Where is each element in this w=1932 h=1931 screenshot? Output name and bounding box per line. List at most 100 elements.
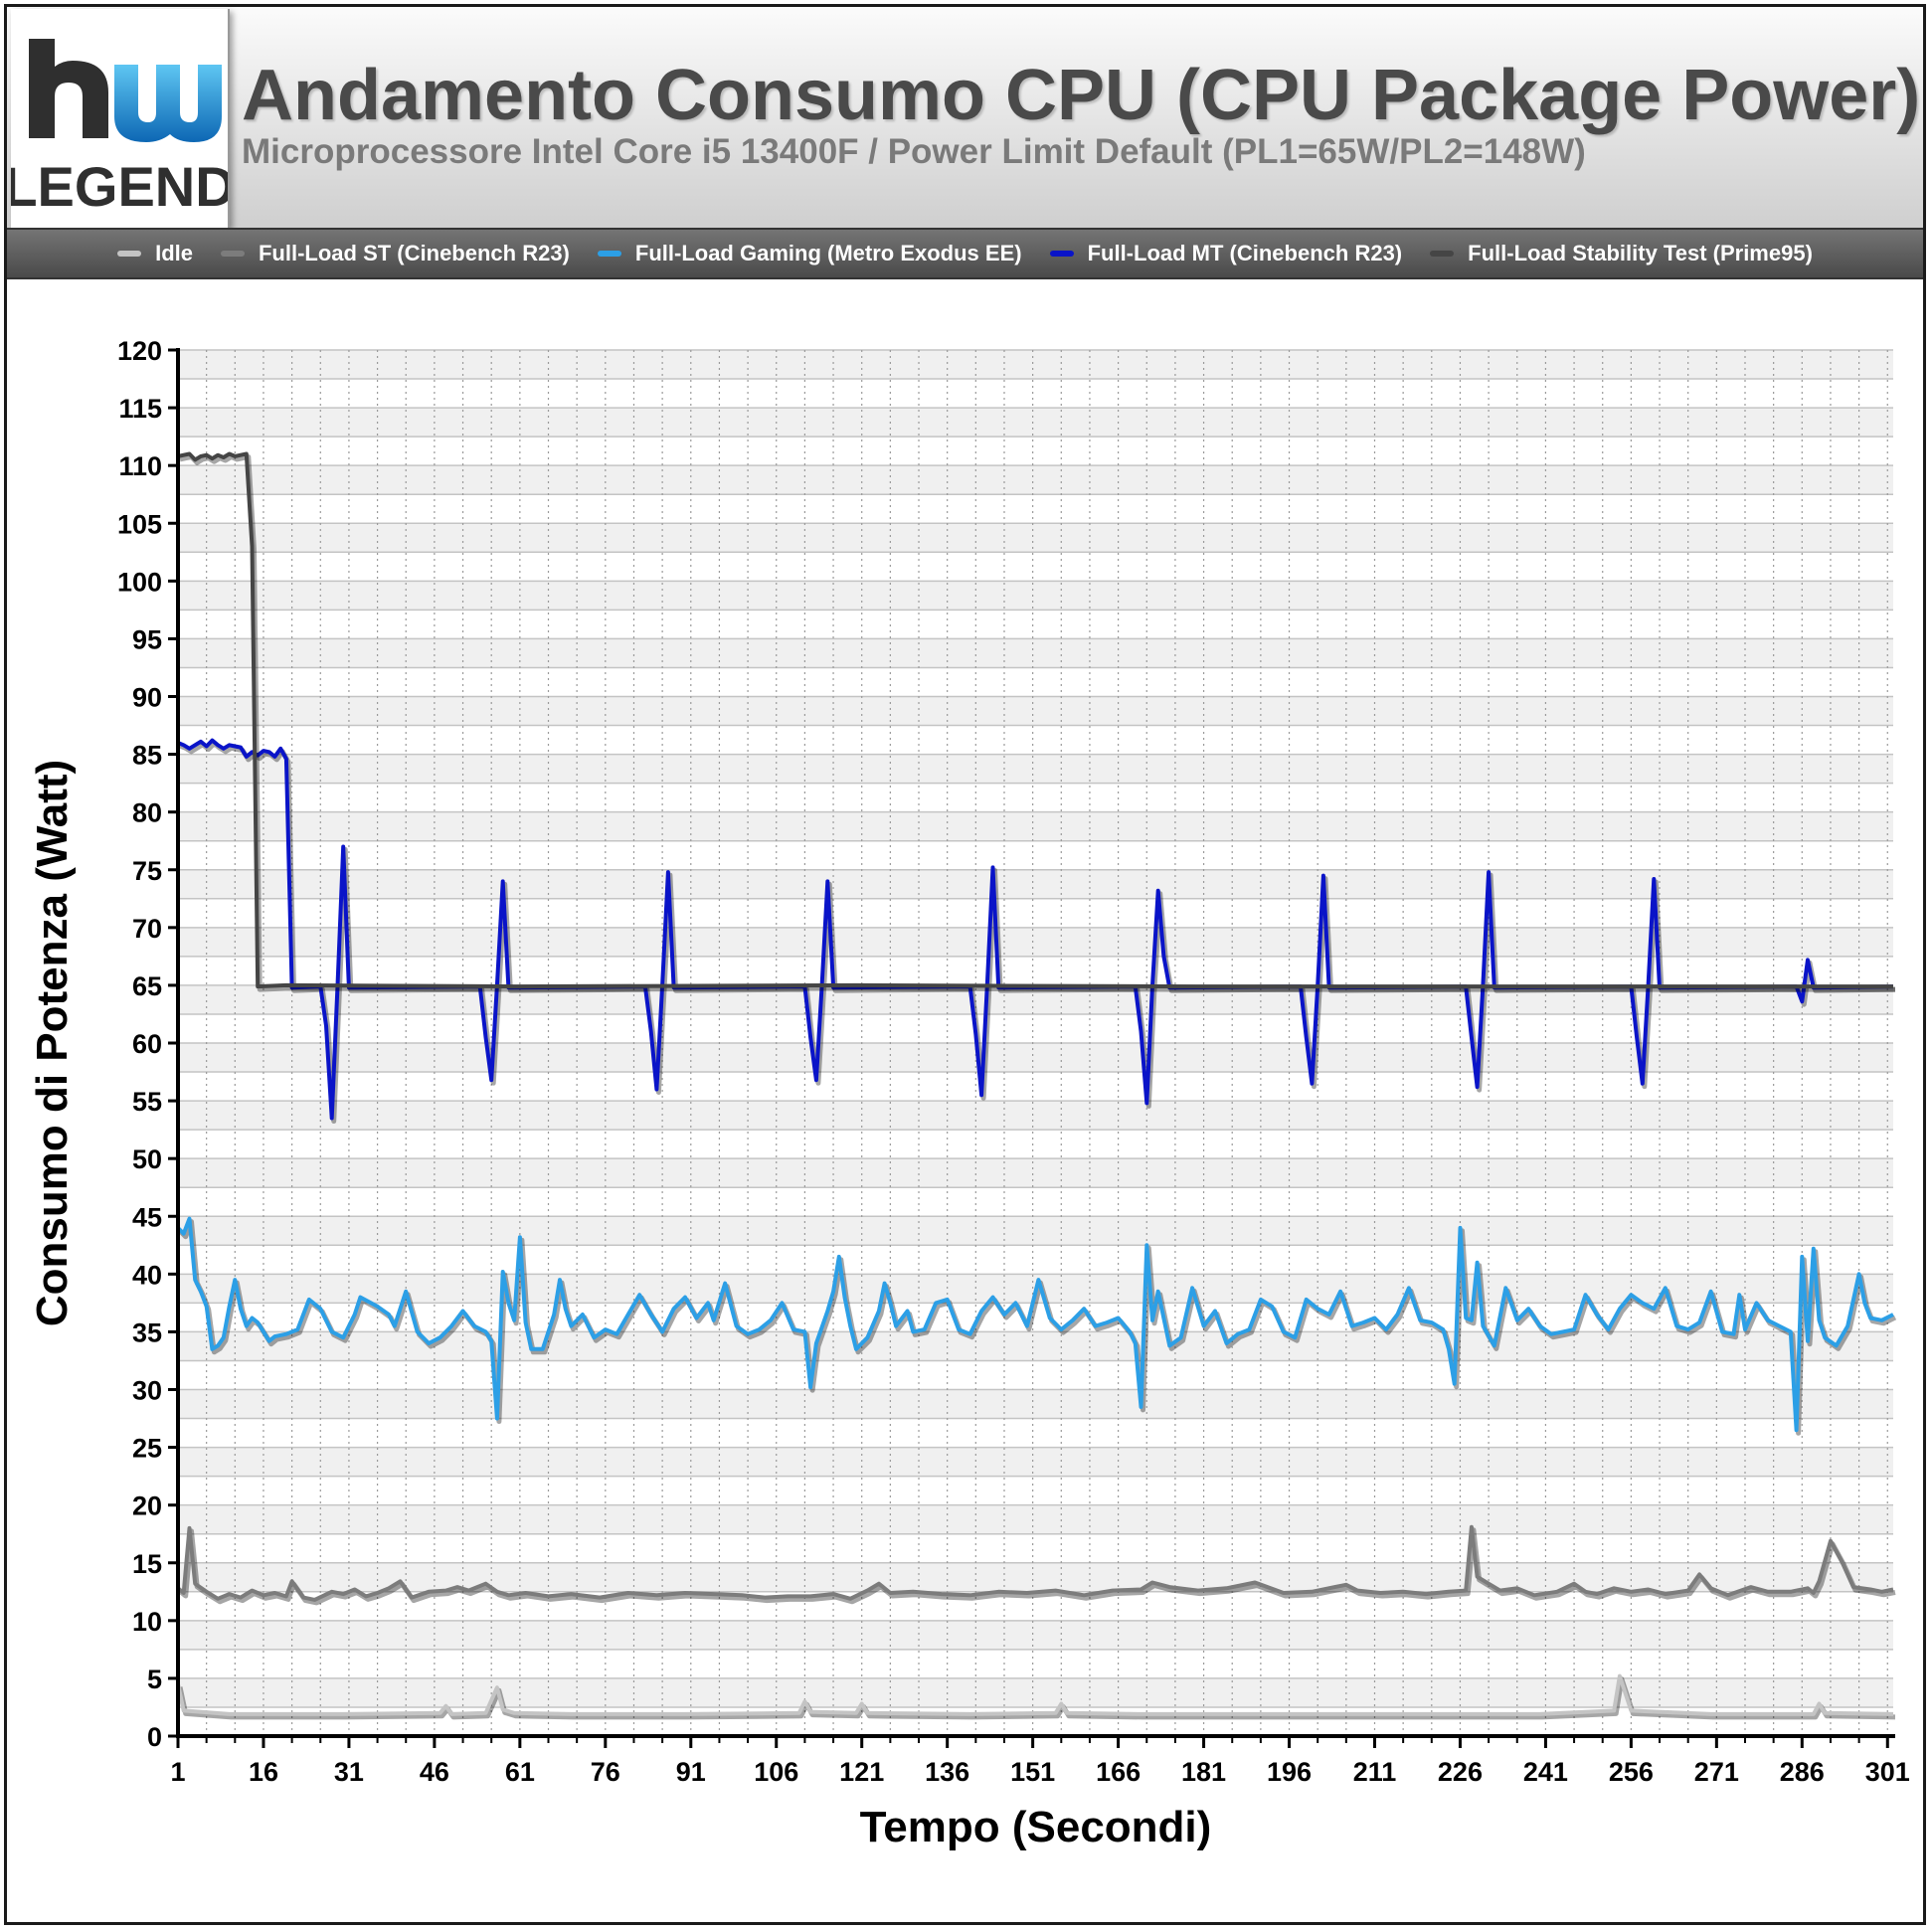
legend-swatch bbox=[1430, 251, 1455, 257]
y-tick-label: 5 bbox=[147, 1665, 162, 1694]
legend-item-1: Idle bbox=[117, 241, 193, 266]
grid-band bbox=[178, 1158, 1893, 1188]
series-line-3 bbox=[176, 1216, 1894, 1433]
y-tick-label: 40 bbox=[132, 1260, 162, 1290]
grid-band bbox=[178, 1620, 1893, 1650]
logo: LEGEND bbox=[11, 9, 230, 228]
grid-band bbox=[178, 869, 1893, 899]
grid-band bbox=[178, 379, 1893, 409]
legend-swatch bbox=[220, 251, 245, 257]
legend-item-5: Full-Load Stability Test (Prime95) bbox=[1430, 241, 1813, 266]
grid-band bbox=[178, 465, 1893, 495]
series-line-1 bbox=[176, 1673, 1894, 1716]
grid-band bbox=[178, 754, 1893, 784]
legend-item-2: Full-Load ST (Cinebench R23) bbox=[220, 241, 570, 266]
series-shadow-5 bbox=[179, 454, 1895, 992]
x-tick-label: 301 bbox=[1865, 1757, 1910, 1787]
grid-band bbox=[178, 1447, 1893, 1477]
y-tick-label: 70 bbox=[132, 914, 162, 944]
x-tick-label: 196 bbox=[1267, 1757, 1312, 1787]
grid-band bbox=[178, 552, 1893, 582]
grid-band bbox=[178, 1677, 1893, 1707]
grid-band bbox=[178, 1504, 1893, 1534]
grid-band bbox=[178, 610, 1893, 639]
grid-band bbox=[178, 1245, 1893, 1275]
grid-band bbox=[178, 1476, 1893, 1505]
y-tick-label: 105 bbox=[117, 509, 162, 539]
legend-swatch bbox=[117, 251, 142, 257]
y-tick-label: 110 bbox=[118, 451, 162, 481]
x-tick-label: 1 bbox=[170, 1757, 185, 1787]
x-tick-label: 241 bbox=[1523, 1757, 1568, 1787]
y-tick-label: 90 bbox=[132, 683, 162, 713]
y-tick-label: 30 bbox=[132, 1376, 162, 1406]
grid-band bbox=[178, 956, 1893, 985]
grid-band bbox=[178, 1072, 1893, 1102]
grid-band bbox=[178, 667, 1893, 697]
series-line-2 bbox=[176, 1524, 1894, 1602]
x-tick-label: 271 bbox=[1694, 1757, 1739, 1787]
grid-band bbox=[178, 1101, 1893, 1131]
x-tick-label: 121 bbox=[839, 1757, 884, 1787]
x-tick-label: 166 bbox=[1096, 1757, 1141, 1787]
grid-band bbox=[178, 350, 1893, 380]
y-tick-label: 25 bbox=[132, 1434, 162, 1464]
x-tick-label: 61 bbox=[505, 1757, 535, 1787]
legend-item-3: Full-Load Gaming (Metro Exodus EE) bbox=[597, 241, 1022, 266]
grid-band bbox=[178, 494, 1893, 524]
x-tick-label: 76 bbox=[591, 1757, 620, 1787]
grid-band bbox=[178, 1389, 1893, 1419]
y-tick-label: 85 bbox=[132, 741, 162, 771]
legend-swatch bbox=[1049, 251, 1074, 257]
x-tick-label: 16 bbox=[249, 1757, 278, 1787]
x-tick-label: 91 bbox=[676, 1757, 706, 1787]
x-tick-label: 256 bbox=[1609, 1757, 1654, 1787]
grid-band bbox=[178, 408, 1893, 438]
y-tick-label: 15 bbox=[132, 1549, 162, 1579]
x-tick-label: 181 bbox=[1181, 1757, 1226, 1787]
chart-subtitle: Microprocessore Intel Core i5 13400F / P… bbox=[242, 132, 1586, 171]
x-tick-label: 226 bbox=[1438, 1757, 1483, 1787]
grid-band bbox=[178, 811, 1893, 841]
x-tick-label: 106 bbox=[754, 1757, 798, 1787]
grid-band bbox=[178, 898, 1893, 928]
y-tick-label: 20 bbox=[132, 1492, 162, 1521]
plot-area: 0 5 10 15 20 25 30 35 40 45 50 55 60 65 70 75 80 85 90 95 10… bbox=[28, 336, 1910, 1851]
x-tick-label: 151 bbox=[1010, 1757, 1055, 1787]
y-tick-label: 60 bbox=[132, 1029, 162, 1059]
legend-label: Full-Load MT (Cinebench R23) bbox=[1087, 241, 1403, 265]
grid-band bbox=[178, 1562, 1893, 1592]
x-tick-label: 46 bbox=[420, 1757, 449, 1787]
grid-band bbox=[178, 1013, 1893, 1043]
y-tick-label: 65 bbox=[132, 971, 162, 1001]
grid-band bbox=[178, 1533, 1893, 1563]
y-tick-label: 10 bbox=[132, 1607, 162, 1637]
y-tick-label: 55 bbox=[132, 1087, 162, 1117]
y-tick-label: 100 bbox=[117, 567, 162, 597]
grid-band bbox=[178, 1216, 1893, 1246]
legend-label: Full-Load Gaming (Metro Exodus EE) bbox=[634, 241, 1022, 265]
grid-band bbox=[178, 725, 1893, 755]
chart-frame: LEGEND Andamento Consumo CPU (CPU Packag… bbox=[4, 4, 1926, 1925]
y-tick-label: 80 bbox=[132, 798, 162, 828]
grid-band bbox=[178, 638, 1893, 668]
legend-label: Full-Load ST (Cinebench R23) bbox=[258, 241, 570, 265]
grid-band bbox=[178, 1043, 1893, 1073]
x-tick-label: 136 bbox=[925, 1757, 969, 1787]
logo-text: LEGEND bbox=[11, 155, 228, 218]
y-tick-label: 95 bbox=[132, 624, 162, 654]
grid-band bbox=[178, 1418, 1893, 1448]
grid-band bbox=[178, 1649, 1893, 1678]
y-tick-label: 45 bbox=[132, 1202, 162, 1232]
grid-band bbox=[178, 523, 1893, 553]
x-tick-label: 31 bbox=[334, 1757, 364, 1787]
grid-band bbox=[178, 1591, 1893, 1621]
grid-band bbox=[178, 1187, 1893, 1217]
chart-header: LEGEND Andamento Consumo CPU (CPU Packag… bbox=[7, 7, 1923, 230]
legend-label: Full-Load Stability Test (Prime95) bbox=[1468, 241, 1813, 265]
grid-band bbox=[178, 696, 1893, 726]
grid-band bbox=[178, 984, 1893, 1014]
grid-band bbox=[178, 840, 1893, 870]
grid-band bbox=[178, 1360, 1893, 1390]
grid-band bbox=[178, 437, 1893, 466]
